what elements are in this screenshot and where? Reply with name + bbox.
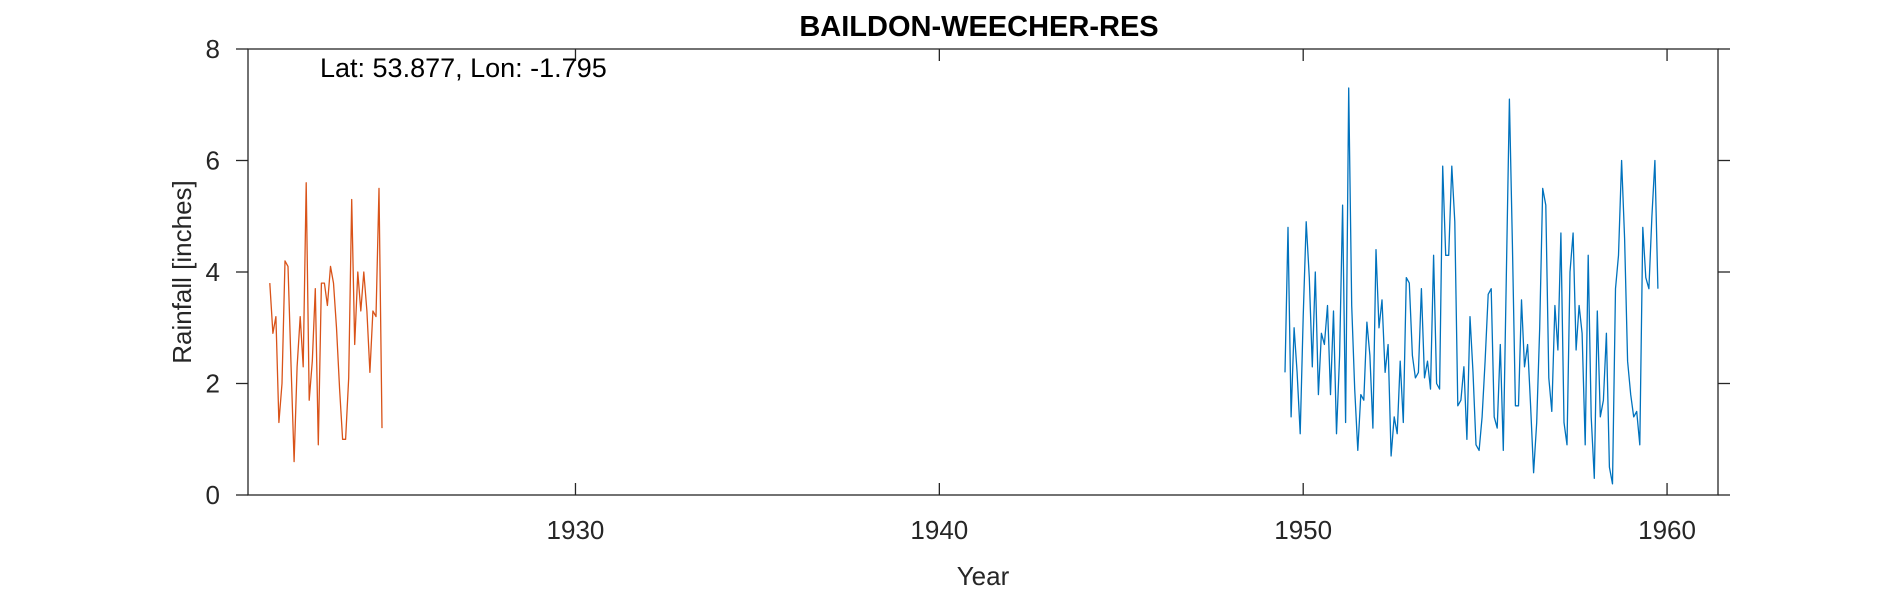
rainfall-series-1 xyxy=(269,182,383,463)
y-tick-label: 6 xyxy=(206,146,220,176)
rainfall-series-2 xyxy=(1284,87,1659,485)
y-axis-label: Rainfall [inches] xyxy=(167,180,197,364)
x-tick-label: 1930 xyxy=(547,515,605,545)
x-tick-label: 1960 xyxy=(1638,515,1696,545)
chart-title: BAILDON-WEECHER-RES xyxy=(799,11,1158,43)
y-tick-label: 4 xyxy=(206,257,220,287)
series-group xyxy=(269,87,1659,485)
x-axis-label: Year xyxy=(957,561,1010,591)
y-tick-label: 8 xyxy=(206,34,220,64)
y-tick-label: 2 xyxy=(206,369,220,399)
y-axis: 0 2 4 6 8 xyxy=(206,34,1730,510)
y-tick-label: 0 xyxy=(206,480,220,510)
x-tick-label: 1950 xyxy=(1274,515,1332,545)
location-annotation: Lat: 53.877, Lon: -1.795 xyxy=(320,53,607,83)
x-tick-label: 1940 xyxy=(910,515,968,545)
x-axis: 1930 1940 1950 1960 xyxy=(547,49,1696,545)
